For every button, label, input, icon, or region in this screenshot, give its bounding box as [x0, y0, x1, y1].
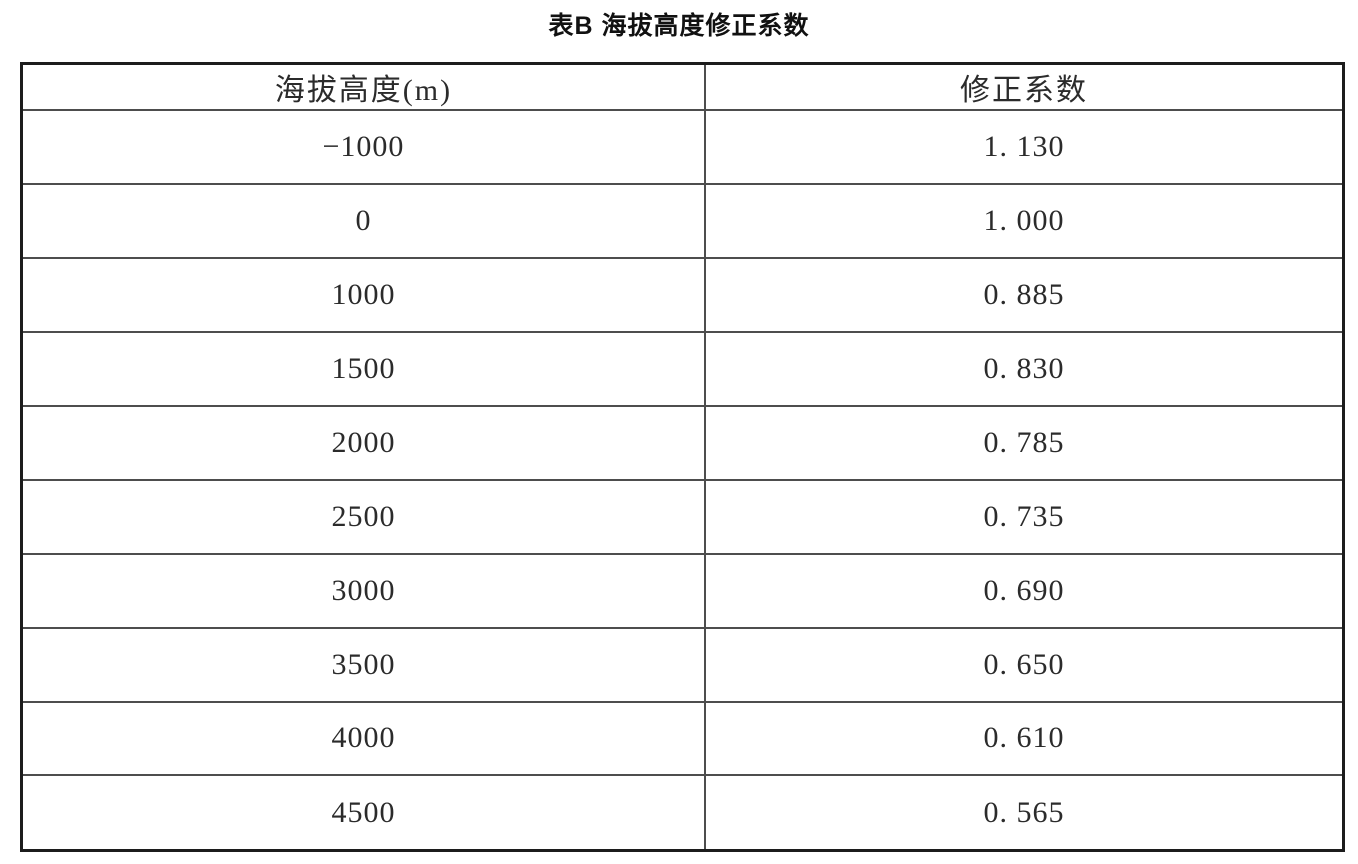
altitude-cell: 3000 [20, 552, 706, 629]
table-row: −1000 1. 130 [20, 109, 1345, 185]
coefficient-cell: 0. 690 [703, 552, 1345, 629]
altitude-cell: 1000 [20, 256, 706, 333]
table-row: 4000 0. 610 [20, 700, 1345, 777]
table-header-row: 海拔高度(m) 修正系数 [20, 62, 1345, 111]
altitude-cell: 0 [20, 182, 706, 259]
altitude-correction-table: 海拔高度(m) 修正系数 −1000 1. 130 0 1. 000 1000 … [20, 62, 1345, 852]
table-row: 2500 0. 735 [20, 478, 1345, 555]
table-row: 1500 0. 830 [20, 330, 1345, 407]
table-row: 3500 0. 650 [20, 626, 1345, 703]
coefficient-cell: 1. 130 [703, 109, 1345, 185]
coefficient-cell: 0. 565 [703, 774, 1345, 852]
table-row: 2000 0. 785 [20, 404, 1345, 481]
coefficient-cell: 0. 785 [703, 404, 1345, 481]
coefficient-cell: 0. 885 [703, 256, 1345, 333]
page-title: 表B 海拔高度修正系数 [548, 12, 810, 40]
table-row: 4500 0. 565 [20, 774, 1345, 852]
altitude-cell: 2000 [20, 404, 706, 481]
coefficient-cell: 0. 650 [703, 626, 1345, 703]
altitude-cell: 2500 [20, 478, 706, 555]
coefficient-cell: 1. 000 [703, 182, 1345, 259]
altitude-cell: −1000 [20, 109, 706, 185]
table-row: 3000 0. 690 [20, 552, 1345, 629]
coefficient-column-header: 修正系数 [703, 62, 1345, 111]
altitude-cell: 4500 [20, 774, 706, 852]
coefficient-cell: 0. 830 [703, 330, 1345, 407]
table-row: 0 1. 000 [20, 182, 1345, 259]
coefficient-cell: 0. 610 [703, 700, 1345, 777]
altitude-cell: 4000 [20, 700, 706, 777]
coefficient-cell: 0. 735 [703, 478, 1345, 555]
altitude-column-header: 海拔高度(m) [20, 62, 706, 111]
altitude-cell: 3500 [20, 626, 706, 703]
altitude-cell: 1500 [20, 330, 706, 407]
table-row: 1000 0. 885 [20, 256, 1345, 333]
